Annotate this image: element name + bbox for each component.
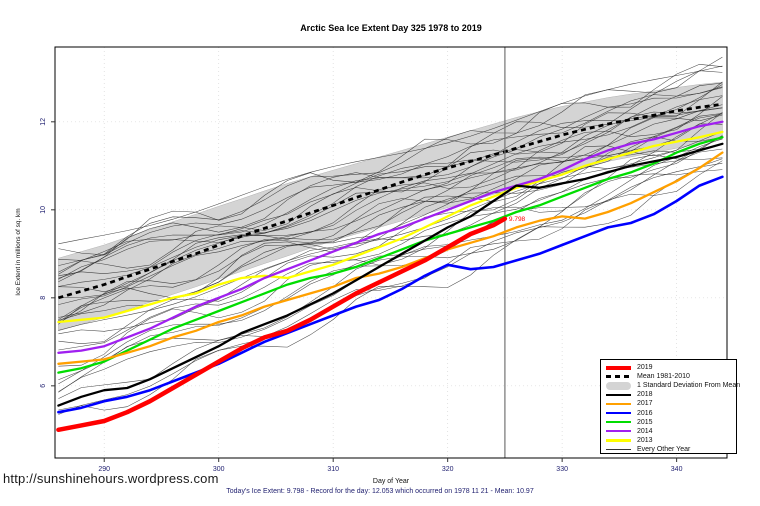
legend-item-2017: 2017 <box>606 399 736 408</box>
std-dev-band <box>58 81 723 332</box>
every-other-year-line <box>58 112 723 325</box>
band-swatch <box>606 381 631 390</box>
every-other-year-line <box>58 95 723 287</box>
legend-box: 2019 Mean 1981-2010 1 Standard Deviation F… <box>600 359 740 454</box>
every-other-year-line <box>58 87 723 266</box>
line-swatch <box>606 393 631 397</box>
series-2019 <box>56 216 508 433</box>
line-swatch <box>606 402 631 406</box>
every-other-year-line <box>58 65 723 245</box>
every-other-year-line <box>58 113 723 323</box>
every-other-year-line <box>58 160 723 399</box>
legend-item-2016: 2016 <box>606 408 736 417</box>
every-other-year-line <box>58 148 723 380</box>
every-other-year-line <box>58 56 723 261</box>
line-swatch <box>606 439 631 442</box>
legend-label: Mean 1981-2010 <box>637 373 690 381</box>
y-tick-label: 12 <box>40 118 47 126</box>
legend-label: 2014 <box>637 427 653 435</box>
legend-item-2015: 2015 <box>606 418 736 427</box>
every-other-year-line <box>58 86 723 280</box>
source-url: http://sunshinehours.wordpress.com <box>3 471 219 486</box>
line-swatch <box>606 411 631 415</box>
every-other-year-line <box>58 107 723 277</box>
every-other-year-line <box>58 114 723 323</box>
every-other-year-line <box>58 123 723 344</box>
legend-label: 2019 <box>637 364 653 372</box>
x-tick-label: 340 <box>671 466 683 473</box>
today-extent-annotation: 9.798 <box>509 216 526 223</box>
legend-label: 1 Standard Deviation From Mean <box>637 382 741 390</box>
every-other-year-line <box>58 154 723 367</box>
legend-label: 2015 <box>637 418 653 426</box>
series-2017 <box>57 151 724 365</box>
every-other-year-line <box>58 96 723 293</box>
plot-border <box>54 46 728 459</box>
every-other-year-line <box>58 104 723 305</box>
y-axis-title: Ice Extent in millions of sq. km <box>15 208 22 295</box>
x-tick-label: 330 <box>556 466 568 473</box>
legend-label: Every Other Year <box>637 445 691 453</box>
series-2016 <box>57 175 724 414</box>
x-tick-label: 300 <box>213 466 225 473</box>
every-other-year-line <box>58 64 723 256</box>
every-other-year-line <box>58 82 723 273</box>
legend-item-2019: 2019 <box>606 363 736 372</box>
series-2014 <box>57 120 724 354</box>
every-other-year-line <box>58 84 723 283</box>
legend-label: 2017 <box>637 400 653 408</box>
legend-item-mean-1981-2010: Mean 1981-2010 <box>606 372 736 381</box>
line-swatch <box>606 448 631 450</box>
y-tick-label: 10 <box>40 206 47 214</box>
footer-summary: Today's Ice Extent: 9.798 - Record for t… <box>226 488 534 495</box>
legend-item-2018: 2018 <box>606 390 736 399</box>
legend-label: 2018 <box>637 391 653 399</box>
legend-item-2013: 2013 <box>606 436 736 445</box>
legend-item-1-standard-deviation-from-mean: 1 Standard Deviation From Mean <box>606 381 740 390</box>
series-2013 <box>57 130 724 324</box>
every-other-year-line <box>58 158 723 415</box>
x-tick-label: 310 <box>327 466 339 473</box>
line-swatch <box>606 375 631 379</box>
line-swatch <box>606 420 631 424</box>
line-swatch <box>606 429 631 433</box>
x-tick-label: 290 <box>98 466 110 473</box>
legend-item-2014: 2014 <box>606 427 736 436</box>
x-axis-title: Day of Year <box>372 478 410 485</box>
series-2015 <box>57 136 724 374</box>
chart-title: Arctic Sea Ice Extent Day 325 1978 to 20… <box>300 23 482 33</box>
legend-label: 2013 <box>637 436 653 444</box>
y-tick-label: 8 <box>40 296 47 300</box>
x-tick-label: 320 <box>442 466 454 473</box>
mean-line <box>58 102 723 300</box>
line-swatch <box>606 365 631 370</box>
chart-layers: 290 300 310 320 330 340 6 8 10 12 9.798 <box>40 46 728 473</box>
every-other-year-line <box>58 70 723 279</box>
series-2018 <box>57 142 724 407</box>
legend-label: 2016 <box>637 409 653 417</box>
legend-item-every-other-year: Every Other Year <box>606 445 736 454</box>
y-tick-label: 6 <box>40 384 47 388</box>
